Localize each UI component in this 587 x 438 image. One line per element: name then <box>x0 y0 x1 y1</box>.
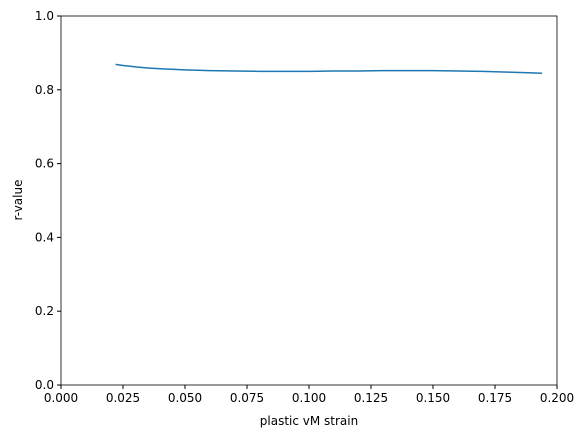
x-axis-label: plastic vM strain <box>260 414 358 428</box>
x-tick-label: 0.175 <box>478 391 512 405</box>
x-tick-label: 0.000 <box>44 391 78 405</box>
y-axis-label: r-value <box>11 180 25 221</box>
line <box>115 63 543 74</box>
x-tick-label: 0.100 <box>292 391 326 405</box>
y-tick-label: 0.6 <box>35 157 54 171</box>
x-tick-label: 0.125 <box>354 391 388 405</box>
x-tick-label: 0.200 <box>540 391 574 405</box>
y-tick-label: 0.2 <box>35 304 54 318</box>
y-tick-label: 1.0 <box>35 9 54 23</box>
x-tick-label: 0.050 <box>168 391 202 405</box>
x-tick-label: 0.075 <box>230 391 264 405</box>
y-tick-label: 0.4 <box>35 230 54 244</box>
plot-frame <box>60 15 558 386</box>
y-tick-label: 0.0 <box>35 378 54 392</box>
x-tick-label: 0.150 <box>416 391 450 405</box>
x-tick-label: 0.025 <box>106 391 140 405</box>
y-tick-label: 0.8 <box>35 83 54 97</box>
